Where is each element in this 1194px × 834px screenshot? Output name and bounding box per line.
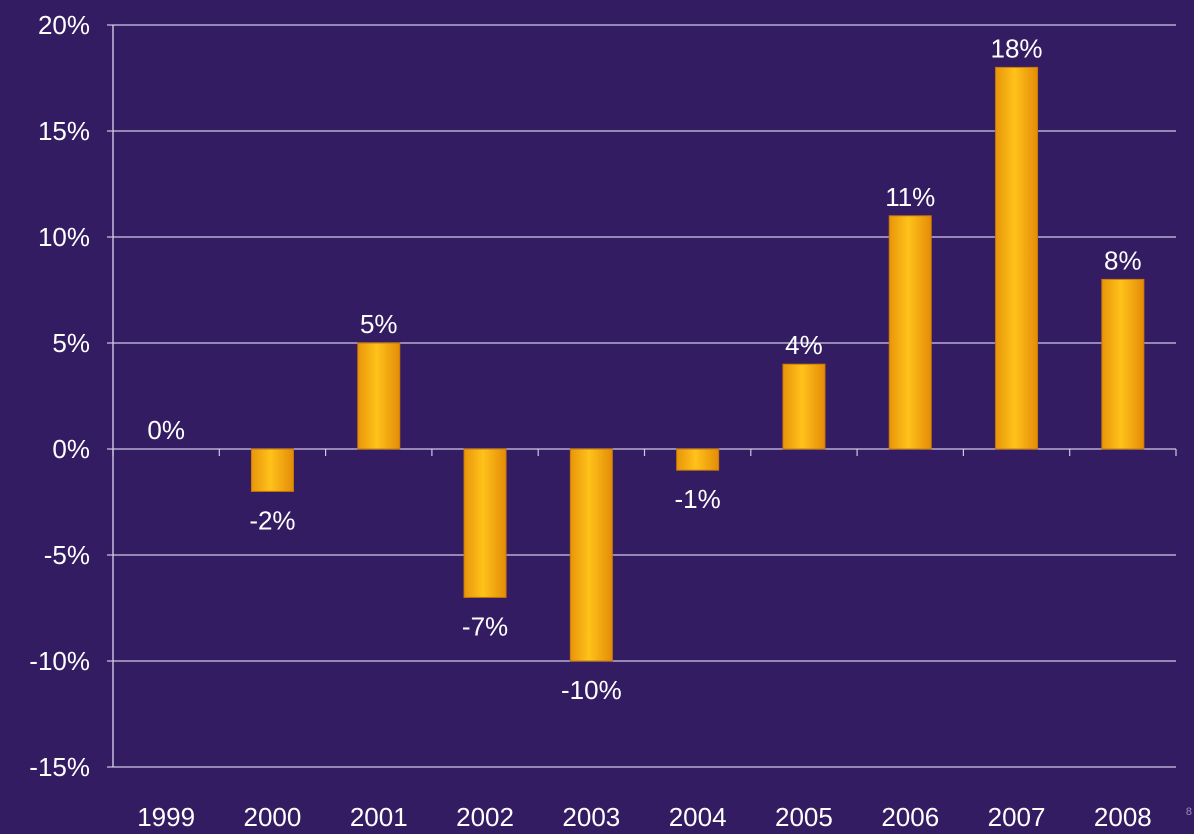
data-label: 18% bbox=[991, 33, 1043, 63]
bar-2007 bbox=[995, 66, 1039, 450]
data-label: 11% bbox=[885, 182, 935, 212]
page-number: 8 bbox=[1185, 806, 1192, 818]
bars bbox=[250, 66, 1145, 662]
y-tick-label: 15% bbox=[38, 116, 90, 146]
y-tick-label: -15% bbox=[29, 752, 90, 782]
x-category-label: 2008 bbox=[1094, 802, 1152, 832]
y-tick-label: 0% bbox=[52, 434, 90, 464]
data-label: 8% bbox=[1104, 245, 1142, 275]
x-category-label: 1999 bbox=[137, 802, 195, 832]
bar-2004 bbox=[676, 448, 720, 471]
labels: 20% 15% 10% 5% 0% -5% -10% -15% 0% 1999 -2% 2000 5% 2… bbox=[29, 10, 1151, 832]
data-label: -7% bbox=[462, 611, 508, 641]
bar-2008 bbox=[1101, 278, 1145, 450]
x-category-label: 2004 bbox=[669, 802, 727, 832]
data-label: 0% bbox=[147, 415, 185, 445]
bar-2005 bbox=[782, 363, 826, 450]
bar-2001 bbox=[357, 342, 401, 450]
bar-2002 bbox=[463, 448, 507, 598]
y-tick-label: 20% bbox=[38, 10, 90, 40]
data-label: -2% bbox=[249, 505, 295, 535]
data-label: 4% bbox=[785, 330, 823, 360]
y-tick-label: 5% bbox=[52, 328, 90, 358]
x-category-label: 2003 bbox=[562, 802, 620, 832]
data-label: -10% bbox=[561, 675, 622, 705]
y-tick-label: -10% bbox=[29, 646, 90, 676]
y-tick-label: 10% bbox=[38, 222, 90, 252]
x-category-label: 2005 bbox=[775, 802, 833, 832]
x-category-label: 2000 bbox=[244, 802, 302, 832]
y-tick-label: -5% bbox=[44, 540, 90, 570]
data-label: -1% bbox=[675, 484, 721, 514]
bar-2000 bbox=[250, 448, 294, 492]
bar-2003 bbox=[569, 448, 613, 662]
data-label: 5% bbox=[360, 309, 398, 339]
axes bbox=[107, 24, 1177, 768]
x-category-label: 2002 bbox=[456, 802, 514, 832]
bar-2006 bbox=[888, 215, 932, 450]
x-category-label: 2006 bbox=[881, 802, 939, 832]
x-category-label: 2007 bbox=[988, 802, 1046, 832]
x-category-label: 2001 bbox=[350, 802, 408, 832]
